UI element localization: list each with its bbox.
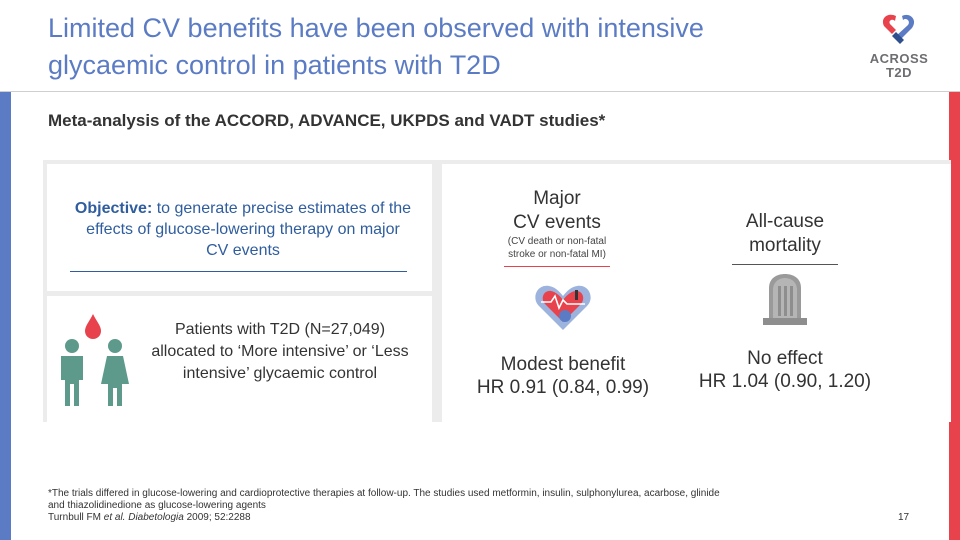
all-cause-heading: All-cause mortality: [745, 211, 825, 256]
logo-mark-icon: [882, 14, 915, 44]
objective-text: Objective: to generate precise estimates…: [74, 198, 412, 261]
objective-description: to generate precise estimates of the eff…: [86, 200, 412, 259]
results-box: [442, 164, 951, 422]
heart-brain-icon: [535, 285, 591, 330]
title-line-2: glycaemic control in patients with T2D: [48, 50, 501, 80]
slide-title: Limited CV benefits have been observed w…: [48, 10, 848, 84]
left-accent-bar: [0, 92, 11, 540]
objective-box: [47, 164, 432, 291]
major-cv-result: Modest benefit HR 0.91 (0.84, 0.99): [476, 354, 650, 398]
objective-label: Objective:: [74, 200, 153, 217]
footnote-line-1: *The trials differed in glucose-lowering…: [48, 488, 720, 499]
footnote: *The trials differed in glucose-lowering…: [48, 488, 828, 524]
reference: Turnbull FM et al. Diabetologia 2009; 52…: [48, 512, 251, 523]
major-cv-definition: (CV death or non-fatal stroke or non-fat…: [507, 236, 607, 260]
across-t2d-logo: ACROSS T2D: [866, 12, 932, 84]
all-cause-underline: [732, 264, 838, 265]
right-accent-bar: [949, 92, 960, 540]
major-cv-underline: [504, 266, 610, 267]
title-line-1: Limited CV benefits have been observed w…: [48, 13, 704, 43]
patients-description: Patients with T2D (N=27,049) allocated t…: [151, 321, 409, 382]
all-cause-result: No effect HR 1.04 (0.90, 1.20): [698, 348, 872, 392]
gravestone-icon: [763, 274, 807, 325]
footnote-line-2: and thiazolidinedione as glucose-lowerin…: [48, 500, 266, 511]
page-number: 17: [898, 512, 910, 523]
logo-wordmark: ACROSS T2D: [869, 51, 929, 80]
slide-subtitle: Meta-analysis of the ACCORD, ADVANCE, UK…: [48, 111, 606, 130]
patients-couple-icon: [61, 314, 129, 406]
header-divider: [0, 91, 960, 92]
major-cv-heading: Major CV events: [513, 188, 601, 233]
objective-underline: [70, 271, 407, 272]
